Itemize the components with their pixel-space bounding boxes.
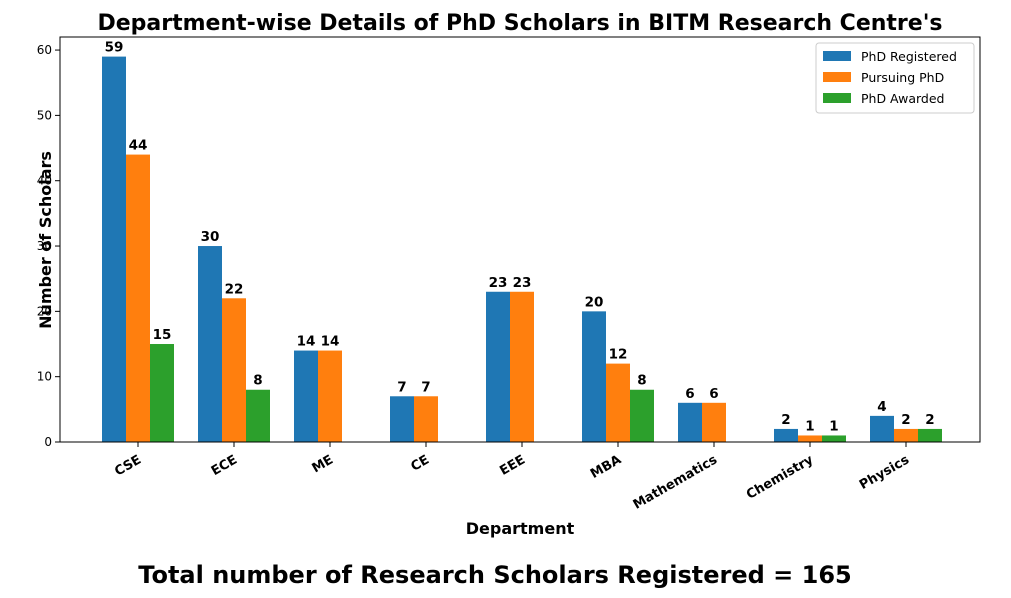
x-tick-label-mathematics: Mathematics: [631, 452, 721, 512]
legend: PhD Registered Pursuing PhD PhD Awarded: [815, 42, 975, 114]
legend-box: [815, 42, 975, 114]
data-label: 23: [489, 275, 508, 291]
x-tick-label-physics: Physics: [857, 452, 912, 493]
bar-mba-phd-awarded: [630, 389, 654, 442]
bar-ece-pursuing-phd: [222, 298, 246, 442]
data-label: 22: [225, 281, 244, 297]
x-tick-label-ece: ECE: [209, 452, 240, 479]
y-tick-label: 10: [37, 370, 52, 384]
bar-ce-phd-registered: [390, 396, 414, 442]
x-tick-label-me: ME: [310, 452, 336, 476]
legend-swatch: [823, 93, 851, 103]
bar-mba-phd-registered: [582, 311, 606, 442]
bar-ece-phd-registered: [198, 246, 222, 442]
bar-mathematics-phd-registered: [678, 402, 702, 442]
bar-me-phd-registered: [294, 350, 318, 442]
bar-cse-phd-awarded: [150, 344, 174, 442]
legend-entry: PhD Awarded: [861, 91, 944, 106]
y-axis-label: Number of Scholars: [36, 151, 55, 329]
data-label: 30: [201, 229, 220, 245]
bar-chemistry-phd-registered: [774, 428, 798, 442]
plot-frame: [59, 36, 981, 443]
bar-eee-phd-registered: [486, 291, 510, 442]
data-label: 1: [805, 418, 814, 434]
bar-chemistry-pursuing-phd: [798, 435, 822, 442]
bar-physics-phd-registered: [870, 415, 894, 442]
data-label: 1: [829, 418, 838, 434]
y-tick-label: 30: [37, 239, 52, 253]
y-tick-label: 60: [37, 43, 52, 57]
legend-entry: PhD Registered: [861, 49, 957, 64]
data-label: 7: [397, 379, 406, 395]
data-label: 14: [321, 334, 340, 350]
data-label: 44: [129, 138, 148, 154]
legend-entry: Pursuing PhD: [861, 70, 944, 85]
bar-cse-pursuing-phd: [126, 154, 150, 443]
x-tick-label-mba: MBA: [588, 452, 624, 481]
bar-cse-phd-registered: [102, 56, 126, 443]
bar-me-pursuing-phd: [318, 350, 342, 442]
y-tick-label: 50: [37, 108, 52, 122]
x-tick-label-chemistry: Chemistry: [744, 452, 816, 502]
data-label: 8: [253, 373, 262, 389]
bar-ce-pursuing-phd: [414, 396, 438, 442]
legend-swatch: [823, 51, 851, 61]
data-label: 20: [585, 294, 604, 310]
data-label: 14: [297, 334, 316, 350]
bar-mathematics-pursuing-phd: [702, 402, 726, 442]
data-label: 2: [901, 412, 910, 428]
bar-eee-pursuing-phd: [510, 291, 534, 442]
y-tick-label: 20: [37, 304, 52, 318]
data-label: 6: [709, 386, 718, 402]
x-tick-label-cse: CSE: [112, 452, 144, 479]
data-label: 8: [637, 373, 646, 389]
legend-swatch: [823, 72, 851, 82]
data-label: 2: [925, 412, 934, 428]
data-label: 59: [105, 40, 124, 56]
bar-mba-pursuing-phd: [606, 363, 630, 442]
y-tick-label: 40: [37, 174, 52, 188]
x-axis-label: Department: [466, 519, 575, 538]
data-label: 4: [877, 399, 886, 415]
data-label: 7: [421, 379, 430, 395]
x-tick-label-eee: EEE: [497, 452, 528, 478]
data-label: 2: [781, 412, 790, 428]
y-tick-label: 0: [44, 435, 52, 449]
x-tick-label-ce: CE: [409, 452, 432, 474]
bar-ece-phd-awarded: [246, 389, 270, 442]
footer-total: Total number of Research Scholars Regist…: [138, 561, 851, 589]
data-label: 6: [685, 386, 694, 402]
bar-chemistry-phd-awarded: [822, 435, 846, 442]
bar-physics-phd-awarded: [918, 428, 942, 442]
data-label: 12: [609, 347, 628, 363]
chart-title: Department-wise Details of PhD Scholars …: [97, 11, 942, 36]
data-label: 15: [153, 327, 172, 343]
data-label: 23: [513, 275, 532, 291]
bar-physics-pursuing-phd: [894, 428, 918, 442]
